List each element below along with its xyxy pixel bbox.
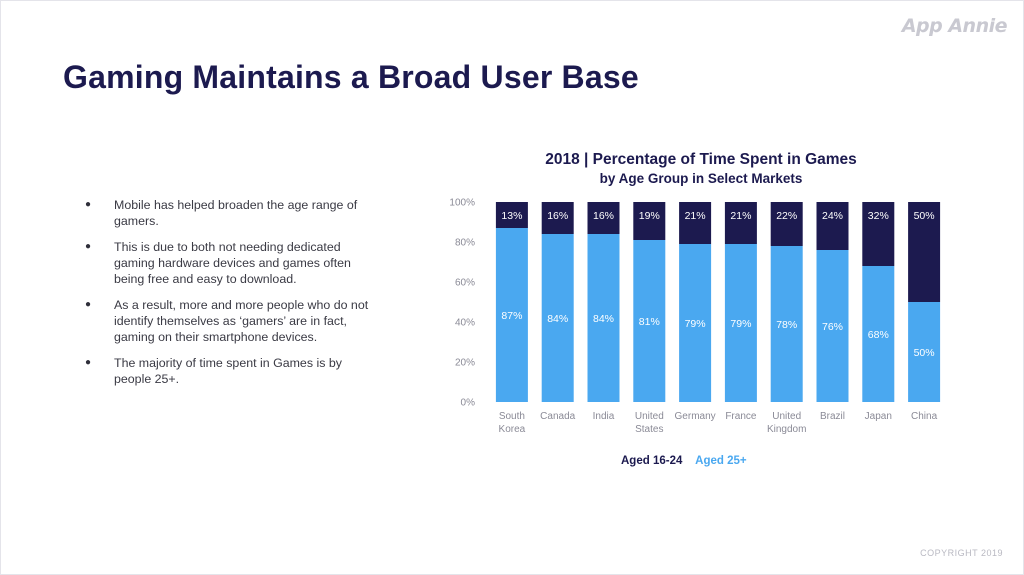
x-tick-label: Canada bbox=[540, 411, 575, 422]
bar-segment-aged-25-plus bbox=[679, 244, 712, 402]
bullet-list: ● Mobile has helped broaden the age range… bbox=[85, 197, 375, 397]
bullet-item: ● The majority of time spent in Games is … bbox=[85, 355, 375, 387]
y-tick-label: 80% bbox=[455, 238, 475, 249]
x-tick-label: France bbox=[725, 411, 757, 422]
data-label-aged-16-24: 13% bbox=[501, 210, 522, 222]
data-label-aged-16-24: 19% bbox=[639, 210, 660, 222]
bar-segment-aged-16-24 bbox=[679, 202, 712, 244]
data-label-aged-25-plus: 79% bbox=[685, 318, 706, 330]
bullet-text: As a result, more and more people who do… bbox=[114, 298, 369, 344]
bar-segment-aged-16-24 bbox=[908, 202, 941, 302]
bullet-item: ● This is due to both not needing dedicat… bbox=[85, 239, 375, 287]
data-label-aged-16-24: 21% bbox=[685, 210, 706, 222]
bar-segment-aged-25-plus bbox=[587, 234, 620, 402]
data-label-aged-25-plus: 76% bbox=[822, 321, 843, 333]
stacked-bar-chart: 0% 20% 40% 60% 80% 100% 13% 87% South Korea 16% 84%… bbox=[449, 198, 941, 435]
bar-segment-aged-16-24 bbox=[724, 202, 757, 244]
bullet-text: This is due to both not needing dedicate… bbox=[114, 240, 351, 286]
x-tick-label: United bbox=[772, 411, 801, 422]
copyright-notice: COPYRIGHT 2019 bbox=[920, 548, 1003, 558]
bullet-dot-icon: ● bbox=[85, 299, 92, 310]
bullet-text: Mobile has helped broaden the age range … bbox=[114, 198, 358, 228]
bar-segment-aged-25-plus bbox=[495, 228, 528, 402]
chart-title: 2018 | Percentage of Time Spent in Games bbox=[545, 151, 857, 168]
legend-item-aged-16-24: Aged 16-24 bbox=[621, 455, 683, 467]
data-label-aged-25-plus: 87% bbox=[501, 310, 522, 322]
x-tick-label: Brazil bbox=[820, 411, 845, 422]
bar-segment-aged-25-plus bbox=[770, 246, 803, 402]
x-tick-label: Korea bbox=[499, 424, 526, 435]
x-tick-label: China bbox=[911, 411, 938, 422]
y-tick-label: 60% bbox=[455, 278, 475, 289]
bullet-dot-icon: ● bbox=[85, 199, 92, 210]
x-tick-label: States bbox=[635, 424, 663, 435]
bar-segment-aged-16-24 bbox=[862, 202, 895, 266]
x-tick-label: India bbox=[593, 411, 615, 422]
y-tick-label: 40% bbox=[455, 318, 475, 329]
bar-segment-aged-25-plus bbox=[862, 266, 895, 402]
data-label-aged-25-plus: 84% bbox=[547, 313, 568, 325]
bar-segment-aged-16-24 bbox=[587, 202, 620, 234]
bullet-item: ● As a result, more and more people who d… bbox=[85, 297, 375, 345]
chart-subtitle: by Age Group in Select Markets bbox=[599, 171, 803, 186]
bar-segment-aged-25-plus bbox=[633, 240, 666, 402]
data-label-aged-16-24: 16% bbox=[547, 210, 568, 222]
y-tick-label: 100% bbox=[449, 198, 475, 209]
legend-item-aged-25-plus: Aged 25+ bbox=[695, 455, 747, 467]
bar-segment-aged-16-24 bbox=[770, 202, 803, 246]
bullet-item: ● Mobile has helped broaden the age range… bbox=[85, 197, 375, 229]
bar-segment-aged-25-plus bbox=[816, 250, 849, 402]
app-annie-logo: App Annie bbox=[901, 15, 1008, 37]
bar-segment-aged-25-plus bbox=[541, 234, 574, 402]
chart-legend: Aged 16-24 Aged 25+ bbox=[621, 455, 757, 467]
bullet-text: The majority of time spent in Games is b… bbox=[114, 356, 342, 386]
x-tick-label: Kingdom bbox=[767, 424, 806, 435]
bar-segment-aged-16-24 bbox=[495, 202, 528, 228]
x-tick-label: South bbox=[499, 411, 525, 422]
bar-segment-aged-16-24 bbox=[541, 202, 574, 234]
x-tick-label: Germany bbox=[675, 411, 716, 422]
data-label-aged-25-plus: 50% bbox=[914, 347, 935, 359]
data-label-aged-16-24: 21% bbox=[730, 210, 751, 222]
data-label-aged-25-plus: 81% bbox=[639, 316, 660, 328]
bar-segment-aged-25-plus bbox=[908, 302, 941, 402]
data-label-aged-25-plus: 84% bbox=[593, 313, 614, 325]
bullet-dot-icon: ● bbox=[85, 357, 92, 368]
x-tick-label: Japan bbox=[865, 411, 892, 422]
data-label-aged-16-24: 24% bbox=[822, 210, 843, 222]
bar-segment-aged-16-24 bbox=[633, 202, 666, 240]
bar-segment-aged-16-24 bbox=[816, 202, 849, 250]
data-label-aged-16-24: 32% bbox=[868, 210, 889, 222]
data-label-aged-25-plus: 68% bbox=[868, 329, 889, 341]
data-label-aged-16-24: 22% bbox=[776, 210, 797, 222]
y-tick-label: 0% bbox=[461, 398, 476, 409]
x-tick-label: United bbox=[635, 411, 664, 422]
bullet-dot-icon: ● bbox=[85, 241, 92, 252]
data-label-aged-16-24: 50% bbox=[914, 210, 935, 222]
data-label-aged-16-24: 16% bbox=[593, 210, 614, 222]
y-tick-label: 20% bbox=[455, 358, 475, 369]
bar-segment-aged-25-plus bbox=[724, 244, 757, 402]
data-label-aged-25-plus: 79% bbox=[730, 318, 751, 330]
data-label-aged-25-plus: 78% bbox=[776, 319, 797, 331]
page-title: Gaming Maintains a Broad User Base bbox=[63, 59, 639, 95]
